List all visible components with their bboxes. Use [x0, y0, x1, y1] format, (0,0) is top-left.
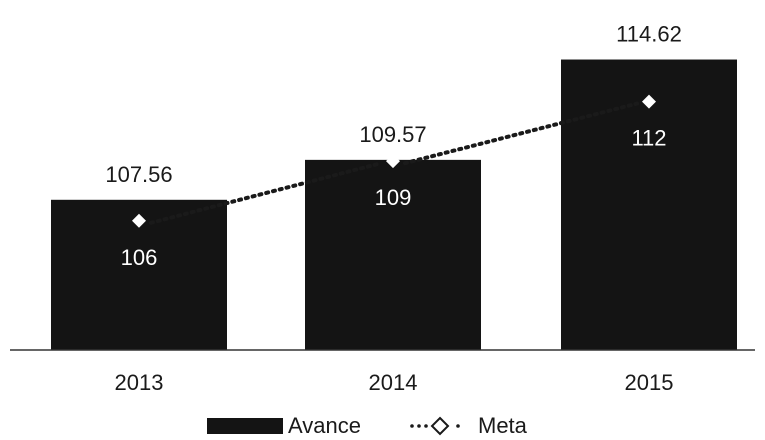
legend-label-avance: Avance: [288, 413, 361, 438]
x-tick-label-2013: 2013: [115, 370, 164, 395]
legend-swatch-meta: [410, 416, 460, 436]
legend-label-meta: Meta: [478, 413, 528, 438]
x-tick-label-2014: 2014: [369, 370, 418, 395]
meta-value-label-2014: 109: [375, 185, 412, 210]
legend-swatch-avance: [207, 418, 283, 434]
legend: Avance Meta: [207, 413, 528, 438]
meta-line-segment: [149, 161, 383, 225]
bar-2014: [305, 159, 481, 350]
bar-value-label-2014: 109.57: [359, 122, 426, 147]
bar-value-label-2013: 107.56: [105, 162, 172, 187]
meta-marker-2013: [132, 213, 146, 228]
meta-line-segment: [403, 101, 639, 166]
meta-value-label-2013: 106: [121, 245, 158, 270]
bar-value-label-2015: 114.62: [616, 22, 682, 47]
x-tick-label-2015: 2015: [625, 370, 674, 395]
meta-value-label-2015: 112: [631, 126, 666, 151]
meta-marker-2014: [386, 154, 400, 169]
meta-marker-2015: [642, 94, 656, 109]
